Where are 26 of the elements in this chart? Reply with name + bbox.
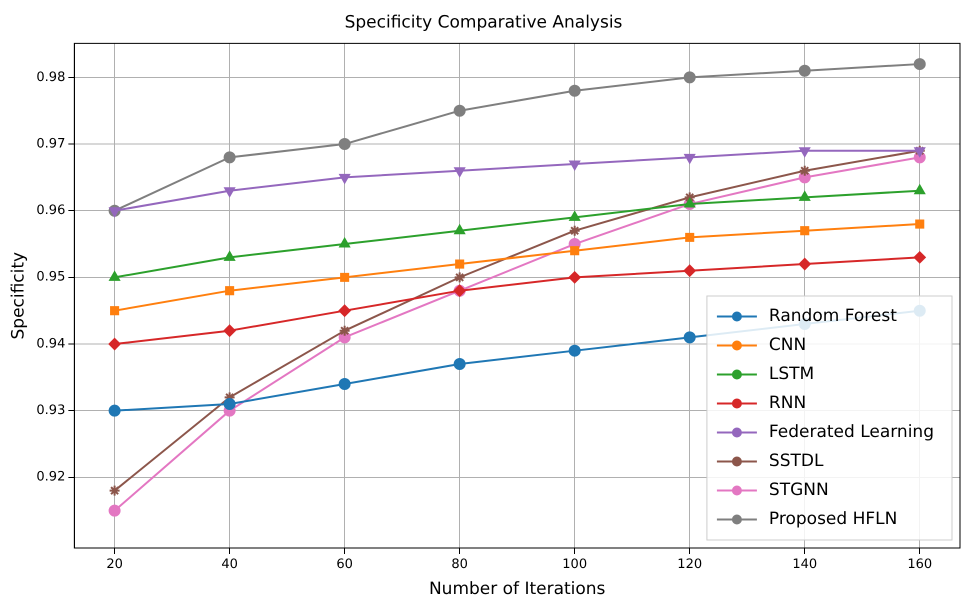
x-tick-label: 120 [677, 557, 702, 572]
legend-label: Proposed HFLN [768, 508, 898, 529]
legend-label: LSTM [768, 364, 814, 384]
y-tick-label: 0.96 [36, 203, 66, 218]
y-tick-label: 0.97 [36, 136, 66, 152]
y-tick-label: 0.93 [36, 403, 66, 418]
legend-label: Federated Learning [768, 422, 934, 442]
x-axis-title: Number of Iterations [428, 579, 606, 600]
legend-label: Random Forest [768, 306, 898, 326]
legend-label: CNN [768, 334, 806, 355]
y-tick-label: 0.98 [36, 70, 66, 85]
chart-title: Specificity Comparative Analysis [344, 12, 623, 33]
legend-label: RNN [768, 392, 806, 413]
x-tick-label: 140 [792, 557, 818, 572]
y-tick-label: 0.95 [36, 270, 66, 285]
x-tick-label: 100 [562, 557, 588, 572]
legend-label: STGNN [768, 480, 829, 500]
x-tick-label: 20 [106, 557, 123, 572]
x-tick-label: 80 [451, 557, 468, 572]
x-tick-label: 160 [907, 557, 932, 572]
legend-label: SSTDL [768, 450, 824, 471]
x-tick-label: 60 [336, 557, 353, 572]
y-tick-label: 0.92 [36, 470, 66, 485]
y-axis-title: Specificity [8, 252, 29, 340]
y-tick-label: 0.94 [36, 336, 66, 352]
x-tick-label: 40 [221, 557, 238, 572]
